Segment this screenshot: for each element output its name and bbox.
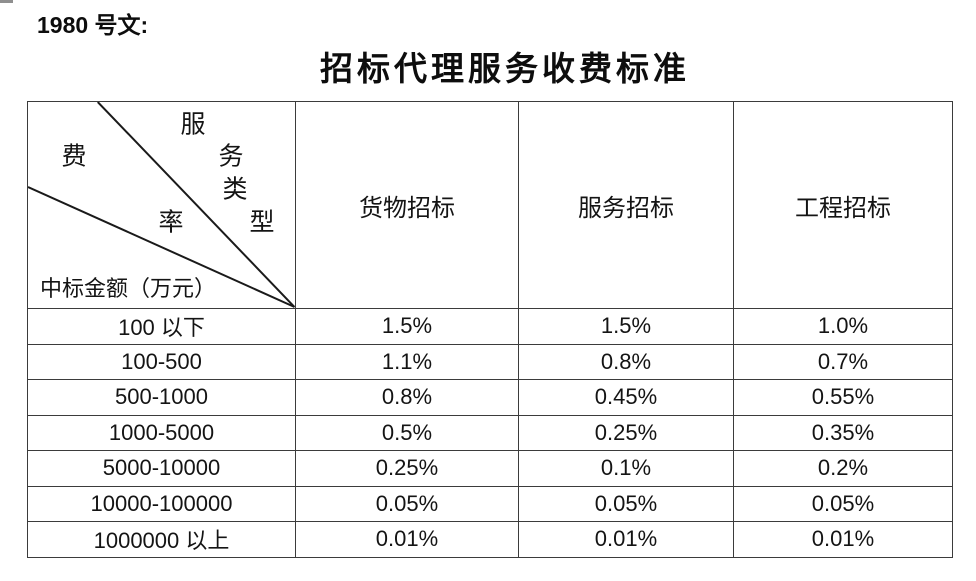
diagonal-line-upper: [97, 102, 295, 308]
table-row: 5000-10000 0.25% 0.1% 0.2%: [27, 450, 953, 487]
fee-rate-table: 服 务 类 型 费 率 中标金额（万元） 货物招标 服务招标 工程招标 100 …: [27, 101, 953, 558]
goods-rate-cell: 1.1%: [295, 343, 519, 380]
service-rate-cell: 0.05%: [518, 485, 734, 522]
service-rate-cell: 0.45%: [518, 379, 734, 416]
service-rate-cell: 1.5%: [518, 308, 734, 345]
service-rate-cell: 0.01%: [518, 521, 734, 558]
corner-service-type-char-2: 务: [218, 141, 244, 171]
goods-rate-cell: 0.5%: [295, 414, 519, 451]
corner-header-cell: 服 务 类 型 费 率 中标金额（万元）: [27, 101, 296, 309]
goods-rate-cell: 0.01%: [295, 521, 519, 558]
works-rate-cell: 0.2%: [733, 450, 953, 487]
table-row: 10000-100000 0.05% 0.05% 0.05%: [27, 485, 953, 522]
corner-service-type-char-4: 型: [249, 207, 275, 237]
corner-amount-label: 中标金额（万元）: [40, 277, 217, 302]
goods-rate-cell: 0.05%: [295, 485, 519, 522]
column-header-works: 工程招标: [733, 101, 953, 309]
table-row: 1000000 以上 0.01% 0.01% 0.01%: [27, 521, 953, 558]
service-rate-cell: 0.8%: [518, 343, 734, 380]
column-header-service: 服务招标: [518, 101, 734, 309]
diagonal-line-lower: [28, 186, 295, 308]
amount-range-cell: 10000-100000: [27, 485, 296, 522]
table-row: 100 以下 1.5% 1.5% 1.0%: [27, 308, 953, 345]
goods-rate-cell: 0.8%: [295, 379, 519, 416]
goods-rate-cell: 1.5%: [295, 308, 519, 345]
amount-range-cell: 5000-10000: [27, 450, 296, 487]
corner-fee-char: 费: [61, 141, 87, 171]
table-row: 500-1000 0.8% 0.45% 0.55%: [27, 379, 953, 416]
amount-range-cell: 500-1000: [27, 379, 296, 416]
diagonal-divider-lines: [28, 102, 295, 308]
amount-range-cell: 100-500: [27, 343, 296, 380]
works-rate-cell: 0.35%: [733, 414, 953, 451]
table-row: 1000-5000 0.5% 0.25% 0.35%: [27, 414, 953, 451]
amount-range-cell: 100 以下: [27, 308, 296, 345]
amount-range-cell: 1000-5000: [27, 414, 296, 451]
service-rate-cell: 0.1%: [518, 450, 734, 487]
corner-rate-char: 率: [158, 207, 184, 237]
goods-rate-cell: 0.25%: [295, 450, 519, 487]
corner-service-type-char-3: 类: [222, 174, 248, 204]
table-header-row: 服 务 类 型 费 率 中标金额（万元） 货物招标 服务招标 工程招标: [27, 101, 953, 309]
corner-header-box: 服 务 类 型 费 率 中标金额（万元）: [28, 102, 295, 308]
works-rate-cell: 0.7%: [733, 343, 953, 380]
column-header-goods: 货物招标: [295, 101, 519, 309]
works-rate-cell: 0.01%: [733, 521, 953, 558]
works-rate-cell: 0.55%: [733, 379, 953, 416]
service-rate-cell: 0.25%: [518, 414, 734, 451]
page-title: 招标代理服务收费标准: [320, 49, 690, 88]
amount-range-cell: 1000000 以上: [27, 521, 296, 558]
doc-number-label: 1980 号文:: [37, 12, 149, 38]
corner-service-type-char-1: 服: [180, 109, 206, 139]
table-row: 100-500 1.1% 0.8% 0.7%: [27, 343, 953, 380]
works-rate-cell: 0.05%: [733, 485, 953, 522]
scan-artifact-mark: [0, 0, 13, 3]
works-rate-cell: 1.0%: [733, 308, 953, 345]
